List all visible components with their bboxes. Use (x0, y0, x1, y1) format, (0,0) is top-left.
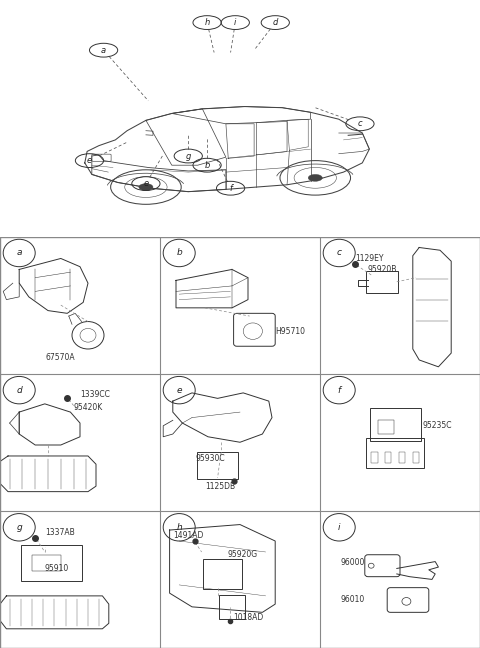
Text: b: b (204, 161, 210, 170)
Text: h: h (204, 18, 210, 27)
Text: 1018AD: 1018AD (234, 613, 264, 622)
Text: 1337AB: 1337AB (45, 528, 74, 537)
Text: e: e (87, 156, 92, 165)
Bar (413, 452, 419, 463)
Text: g: g (186, 152, 191, 161)
Text: 95930C: 95930C (195, 454, 225, 463)
Text: 1491AD: 1491AD (173, 531, 203, 540)
Text: 95920G: 95920G (227, 550, 257, 559)
Text: d: d (16, 386, 22, 395)
Text: 96000: 96000 (340, 559, 365, 568)
Bar (32, 555, 61, 571)
Text: H95710: H95710 (275, 327, 305, 336)
Text: h: h (176, 523, 182, 532)
Text: c: c (358, 119, 362, 128)
Text: 1125DB: 1125DB (205, 481, 235, 491)
Bar (385, 452, 392, 463)
Text: f: f (229, 184, 232, 192)
Text: 95420K: 95420K (73, 404, 103, 413)
Bar (399, 452, 405, 463)
Text: d: d (273, 18, 278, 27)
Text: e: e (177, 386, 182, 395)
Circle shape (139, 183, 153, 191)
Text: c: c (336, 248, 342, 257)
Text: 1129EY: 1129EY (355, 254, 384, 263)
Text: 95910: 95910 (45, 564, 69, 573)
Text: a: a (101, 46, 106, 54)
Text: i: i (338, 523, 340, 532)
Text: 95235C: 95235C (422, 421, 452, 430)
Text: e: e (144, 179, 148, 188)
Text: a: a (16, 248, 22, 257)
Text: b: b (176, 248, 182, 257)
Text: g: g (16, 523, 22, 532)
Bar (371, 452, 378, 463)
Text: 1339CC: 1339CC (80, 389, 110, 399)
Text: i: i (234, 18, 237, 27)
Text: 96010: 96010 (340, 596, 365, 605)
Bar (378, 421, 394, 434)
Text: 67570A: 67570A (46, 353, 76, 362)
Text: f: f (337, 386, 341, 395)
Circle shape (308, 174, 323, 181)
Text: 95920B: 95920B (368, 265, 397, 274)
